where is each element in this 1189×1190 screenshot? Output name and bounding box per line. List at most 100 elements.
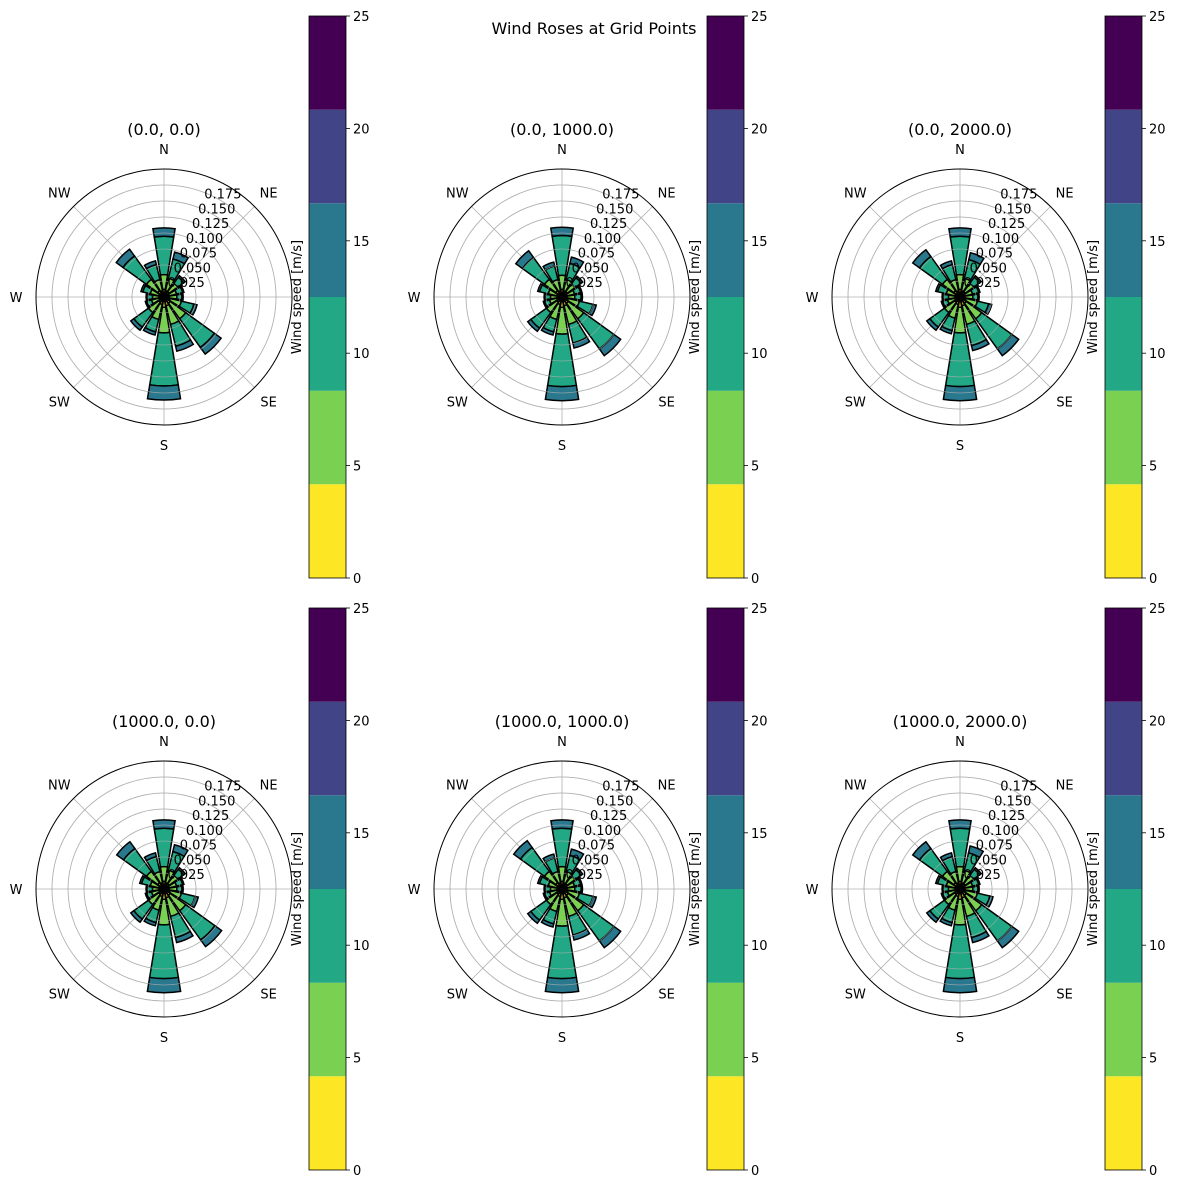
colorbar-segment — [707, 297, 744, 391]
direction-label: SW — [447, 396, 468, 411]
wind-sector-bar — [549, 226, 575, 238]
radial-tick-label: 0.025 — [566, 276, 603, 291]
wind-sector-bar — [199, 924, 223, 948]
radial-gridline-overlay — [497, 824, 627, 954]
colorbar-segment — [309, 109, 346, 204]
wind-sector-bar — [574, 867, 584, 877]
colorbar-tick-label: 5 — [751, 1052, 759, 1067]
wind-sector-bar — [145, 293, 149, 301]
direction-label: SE — [658, 988, 674, 1003]
radial-gridline-overlay — [863, 792, 1057, 986]
wind-sector-bar — [550, 819, 574, 830]
wind-sector-bar — [115, 248, 136, 269]
colorbar-tick-label: 20 — [751, 714, 768, 729]
wind-sector-bar — [146, 383, 182, 401]
colorbar-tick-label: 0 — [353, 1164, 361, 1179]
polar-frame — [433, 168, 691, 426]
colorbar-segment — [309, 297, 346, 391]
figure-title: Wind Roses at Grid Points — [492, 19, 697, 38]
radial-gridline-overlay — [943, 872, 977, 906]
colorbar-segment — [1105, 390, 1142, 485]
wind-sector-bar — [526, 910, 541, 925]
wind-sector-bar — [941, 885, 945, 893]
radial-tick-label: 0.075 — [976, 247, 1013, 262]
colorbar-tick-label: 0 — [751, 1164, 759, 1179]
colorbar-label: Wind speed [m/s] — [290, 832, 305, 946]
colorbar-segment — [309, 608, 346, 702]
wind-rose-panel: (0.0, 1000.0)0.0250.0500.0750.1000.1250.… — [408, 10, 768, 587]
wind-rose-panel: (1000.0, 0.0)0.0250.0500.0750.1000.1250.… — [10, 602, 370, 1179]
colorbar-tick-label: 25 — [353, 10, 370, 25]
radial-tick-label: 0.100 — [982, 232, 1019, 247]
colorbar-segment — [1105, 1076, 1142, 1170]
wind-sector-bar — [152, 227, 176, 238]
radial-tick-label: 0.050 — [970, 261, 1007, 276]
radial-gridline-overlay — [67, 200, 261, 394]
direction-label: SW — [49, 988, 70, 1003]
direction-label: N — [159, 143, 169, 158]
radial-gridline-overlay — [481, 808, 643, 970]
wind-sector-bar — [934, 874, 942, 885]
wind-rose-panel: (0.0, 2000.0)0.0250.0500.0750.1000.1250.… — [806, 10, 1166, 587]
radial-gridline-overlay — [895, 232, 1025, 362]
radial-gridline-overlay — [465, 200, 659, 394]
radial-gridline-overlay — [465, 792, 659, 986]
colorbar-tick-label: 20 — [751, 122, 768, 137]
colorbar-segment — [1105, 109, 1142, 204]
colorbar-segment — [309, 889, 346, 983]
colorbar-segment — [1105, 16, 1142, 110]
wind-sector-bar — [939, 851, 954, 862]
radial-gridline-overlay — [513, 248, 611, 346]
colorbar-tick-label: 15 — [751, 235, 768, 250]
colorbar-segment — [309, 390, 346, 485]
colorbar-tick-label: 0 — [1149, 572, 1157, 587]
radial-gridline-overlay — [131, 856, 197, 922]
wind-rose-panel: (1000.0, 2000.0) 0.0250.0500.0750.1000.12… — [806, 602, 1166, 1179]
panel-title: (1000.0, 2000.0) — [893, 712, 1028, 731]
wind-sector-bar — [574, 275, 584, 285]
direction-label: SE — [658, 396, 674, 411]
direction-label: SE — [1056, 988, 1072, 1003]
radial-tick-label: 0.025 — [964, 868, 1001, 883]
direction-label: NW — [446, 186, 469, 201]
wind-sector-bar — [911, 248, 932, 269]
direction-label: S — [160, 439, 168, 454]
wind-sector-bar — [171, 843, 189, 858]
radial-gridline-overlay — [99, 232, 229, 362]
wind-sector-bar — [967, 251, 985, 266]
radial-gridline-overlay — [927, 856, 993, 922]
radial-tick-label: 0.150 — [198, 202, 235, 217]
direction-label: NE — [658, 778, 676, 793]
colorbar-tick-label: 10 — [1149, 939, 1166, 954]
colorbar-tick-label: 0 — [1149, 1164, 1157, 1179]
radial-tick-label: 0.175 — [602, 780, 639, 795]
colorbar-label: Wind speed [m/s] — [290, 240, 305, 354]
radial-gridline-overlay — [943, 280, 977, 314]
radial-tick-label: 0.100 — [982, 824, 1019, 839]
radial-gridline-overlay — [879, 216, 1041, 378]
colorbar-segment — [309, 16, 346, 110]
colorbar-tick-label: 15 — [353, 827, 370, 842]
colorbar-frame — [308, 607, 347, 1171]
wind-sector-bar — [911, 840, 932, 861]
wind-sector-bar — [948, 227, 972, 238]
colorbar-tick-label: 5 — [353, 460, 361, 475]
wind-sector-bar — [143, 851, 158, 862]
direction-label: NE — [1056, 778, 1074, 793]
radial-tick-label: 0.150 — [994, 202, 1031, 217]
colorbar-tick-label: 20 — [1149, 122, 1166, 137]
radial-tick-label: 0.075 — [180, 247, 217, 262]
radial-gridline-overlay — [51, 184, 277, 410]
radial-gridline-overlay — [131, 264, 197, 330]
wind-sector-bar — [172, 251, 190, 265]
colorbar-tick-label: 10 — [1149, 347, 1166, 362]
direction-label: N — [557, 735, 567, 750]
panel-title: (1000.0, 0.0) — [112, 712, 216, 731]
wind-rose-panel: (1000.0, 1000.0) 0.0250.0500.0750.1000.12… — [408, 602, 768, 1179]
direction-label: NW — [844, 778, 867, 793]
radial-gridline-overlay — [545, 872, 579, 906]
wind-sector-bar — [577, 285, 583, 294]
wind-sector-bar — [975, 285, 981, 294]
radial-gridline-overlay — [545, 280, 579, 314]
colorbar-tick-label: 5 — [1149, 460, 1157, 475]
